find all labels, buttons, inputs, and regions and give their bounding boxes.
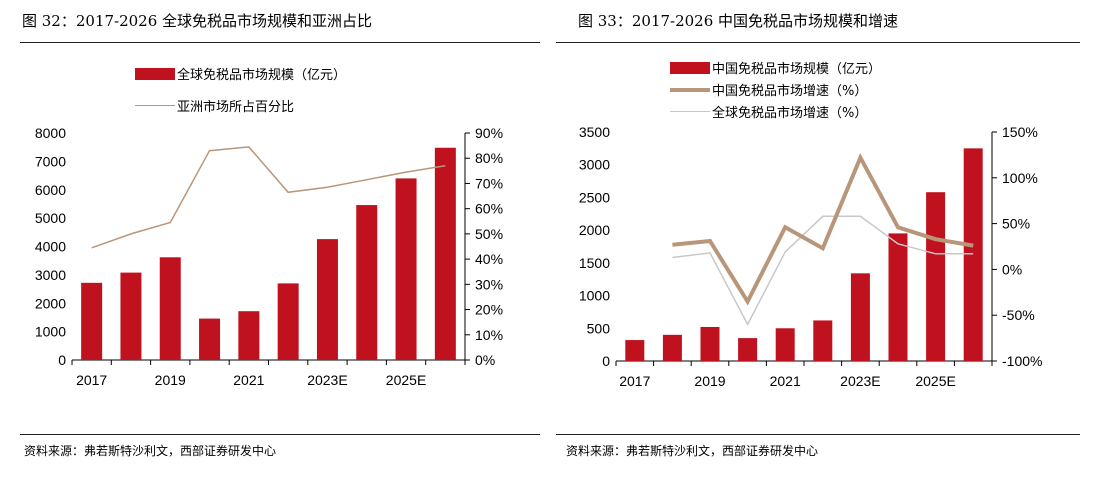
- bar: [277, 283, 299, 360]
- y2-tick-label: 80%: [475, 150, 503, 166]
- y-tick-label: 2500: [579, 189, 610, 205]
- legend-item-global-growth: 全球免税品市场增速（%）: [670, 102, 881, 124]
- bar: [199, 318, 221, 360]
- bar: [625, 340, 645, 361]
- x-tick-label: 2017: [619, 373, 650, 389]
- chart-source: 资料来源：弗若斯特沙利文，西部证券研发中心: [24, 444, 277, 458]
- legend-swatch: [670, 111, 710, 112]
- bar: [316, 239, 338, 360]
- y2-tick-label: 0%: [1002, 261, 1022, 277]
- y-tick-label: 500: [587, 320, 611, 336]
- y2-tick-label: 30%: [475, 276, 503, 292]
- x-tick-label: 2023E: [307, 372, 347, 388]
- chart-plot: 0 1000 2000 3000 4000 5000 6000 7000 8000 0% 10% 20…: [35, 125, 503, 388]
- x-tick-label: 2023E: [840, 373, 880, 389]
- chart-plot: 0 500 1000 1500 2000 2500 3000 3500 -100% -50% 0% 5…: [579, 124, 1043, 389]
- y2-tick-label: 50%: [475, 226, 503, 242]
- bar: [888, 233, 908, 361]
- y-tick-label: 8000: [35, 125, 66, 141]
- bar: [775, 328, 795, 361]
- title-rule: [20, 42, 540, 43]
- series-line: [672, 215, 974, 327]
- legend: 全球免税品市场规模（亿元） 亚洲市场所占百分比: [135, 64, 346, 118]
- y-tick-label: 7000: [35, 153, 66, 169]
- x-tick-label: 2019: [694, 373, 725, 389]
- x-tick-label: 2017: [76, 372, 107, 388]
- y2-tick-label: 10%: [475, 327, 503, 343]
- y2-tick-label: -50%: [1002, 307, 1035, 323]
- legend-item-bars: 中国免税品市场规模（亿元）: [670, 58, 881, 80]
- bar: [850, 273, 870, 361]
- legend: 中国免税品市场规模（亿元） 中国免税品市场增速（%） 全球免税品市场增速（%）: [670, 58, 881, 124]
- y-tick-label: 2000: [35, 295, 66, 311]
- series-line: [672, 152, 974, 306]
- y-tick-label: 1000: [35, 324, 66, 340]
- bar: [926, 192, 946, 361]
- y2-tick-label: 150%: [1002, 124, 1038, 140]
- y-tick-label: 2000: [579, 222, 610, 238]
- x-tick-label: 2021: [233, 372, 264, 388]
- bar: [738, 338, 758, 361]
- y2-tick-label: 20%: [475, 302, 503, 318]
- source-rule: [556, 434, 1080, 435]
- x-tick-label: 2019: [155, 372, 186, 388]
- bar: [81, 282, 103, 360]
- bar: [120, 272, 142, 360]
- chart-title: 图 33：2017-2026 中国免税品市场规模和增速: [578, 12, 899, 30]
- bar: [159, 257, 181, 360]
- y2-tick-label: 100%: [1002, 170, 1038, 186]
- x-tick-label: 2025E: [915, 373, 955, 389]
- source-rule: [20, 434, 540, 435]
- legend-item-china-growth: 中国免税品市场增速（%）: [670, 80, 881, 102]
- chart-panel-china: 图 33：2017-2026 中国免税品市场规模和增速 中国免税品市场规模（亿元…: [556, 0, 1104, 480]
- y-tick-label: 3500: [579, 124, 610, 140]
- y-tick-label: 1000: [579, 288, 610, 304]
- legend-swatch: [135, 67, 175, 80]
- bar: [238, 311, 260, 360]
- y-tick-label: 1500: [579, 255, 610, 271]
- y-tick-label: 3000: [35, 267, 66, 283]
- legend-swatch: [135, 105, 175, 106]
- y2-tick-label: -100%: [1002, 353, 1042, 369]
- y-tick-label: 5000: [35, 210, 66, 226]
- bar: [700, 326, 720, 361]
- x-tick-label: 2025E: [386, 372, 426, 388]
- bar: [395, 178, 417, 360]
- y-tick-label: 0: [58, 352, 66, 368]
- y-tick-label: 4000: [35, 239, 66, 255]
- y2-tick-label: 60%: [475, 201, 503, 217]
- y-tick-label: 0: [602, 353, 610, 369]
- legend-item-bars: 全球免税品市场规模（亿元）: [135, 64, 346, 86]
- legend-item-line: 亚洲市场所占百分比: [135, 96, 346, 118]
- y2-tick-label: 70%: [475, 175, 503, 191]
- y-tick-label: 3000: [579, 157, 610, 173]
- y2-tick-label: 90%: [475, 125, 503, 141]
- bar: [662, 334, 682, 361]
- legend-swatch: [670, 87, 710, 92]
- y2-tick-label: 50%: [1002, 216, 1030, 232]
- bar: [813, 320, 833, 361]
- y2-tick-label: 0%: [475, 352, 495, 368]
- y2-tick-label: 40%: [475, 251, 503, 267]
- title-rule: [556, 42, 1080, 43]
- bar: [356, 205, 378, 360]
- legend-swatch: [670, 61, 710, 74]
- x-tick-label: 2021: [770, 373, 801, 389]
- series-line: [91, 146, 446, 249]
- y-tick-label: 6000: [35, 182, 66, 198]
- bar: [963, 148, 983, 361]
- chart-title: 图 32：2017-2026 全球免税品市场规模和亚洲占比: [22, 12, 373, 30]
- chart-panel-global: 图 32：2017-2026 全球免税品市场规模和亚洲占比 全球免税品市场规模（…: [0, 0, 548, 480]
- chart-source: 资料来源：弗若斯特沙利文，西部证券研发中心: [566, 444, 819, 458]
- bar: [434, 147, 456, 360]
